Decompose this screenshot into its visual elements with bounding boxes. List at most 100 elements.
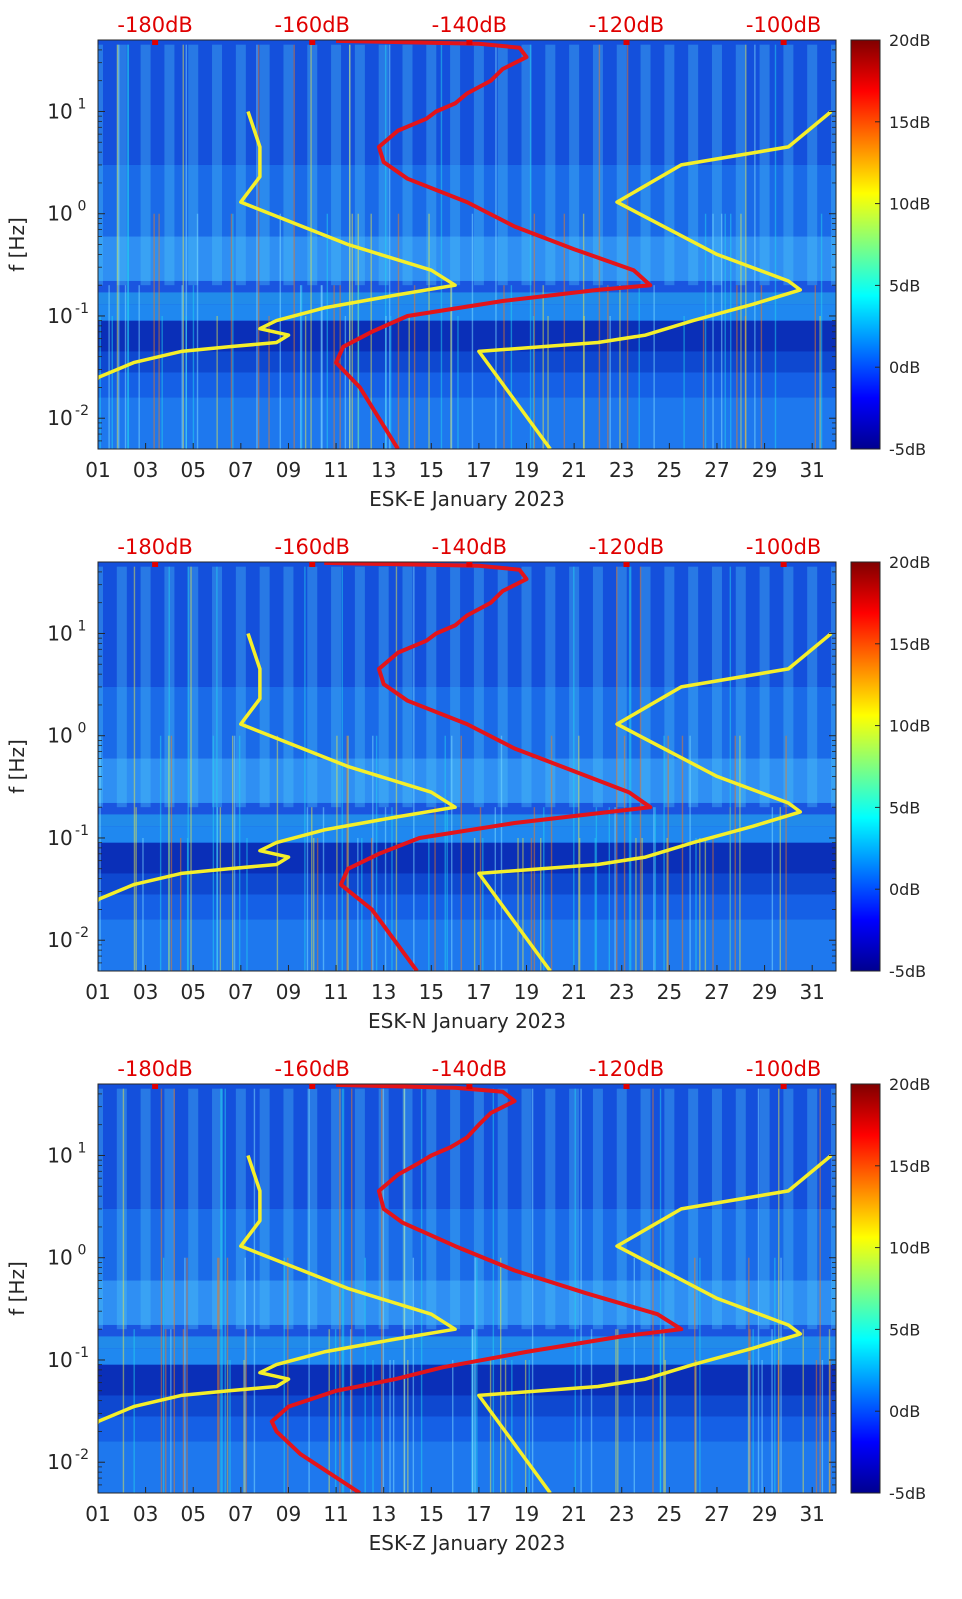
yellow-model-curve-2 bbox=[477, 110, 833, 449]
x-tick-label: 29 bbox=[752, 980, 777, 1004]
x-tick-label: 31 bbox=[799, 1502, 824, 1526]
top-db-label: -180dB bbox=[117, 535, 192, 559]
top-db-label: -180dB bbox=[117, 13, 192, 37]
x-tick-label: 05 bbox=[180, 1502, 205, 1526]
x-tick-label: 05 bbox=[180, 980, 205, 1004]
x-tick-label: 21 bbox=[561, 458, 586, 482]
red-psd-curve bbox=[269, 1084, 684, 1493]
x-axis-title: ESK-Z January 2023 bbox=[369, 1531, 566, 1555]
x-tick-label: 17 bbox=[466, 1502, 491, 1526]
x-tick-label: 19 bbox=[514, 458, 539, 482]
x-tick-label: 01 bbox=[85, 1502, 110, 1526]
y-tick-label: 10 bbox=[47, 202, 72, 226]
colorbar-tick-label: -5dB bbox=[889, 1484, 926, 1503]
colorbar-tick-label: 20dB bbox=[889, 553, 931, 572]
x-axis-title: ESK-E January 2023 bbox=[369, 487, 565, 511]
y-tick-exponent: 0 bbox=[78, 199, 87, 215]
y-tick-label: 10 bbox=[47, 724, 72, 748]
y-tick-exponent: 0 bbox=[78, 1243, 87, 1259]
colorbar-tick-label: 0dB bbox=[889, 1402, 920, 1421]
y-axis-title: f [Hz] bbox=[5, 217, 29, 272]
y-tick-exponent: -1 bbox=[75, 823, 89, 839]
top-db-label: -160dB bbox=[275, 1057, 350, 1081]
y-tick-label: 10 bbox=[47, 1450, 72, 1474]
x-tick-label: 11 bbox=[323, 980, 348, 1004]
top-db-label: -100dB bbox=[746, 535, 821, 559]
x-tick-label: 09 bbox=[276, 980, 301, 1004]
yellow-model-curve-1 bbox=[98, 1154, 457, 1426]
top-db-label: -140dB bbox=[432, 13, 507, 37]
y-tick-label: 10 bbox=[47, 406, 72, 430]
x-tick-label: 13 bbox=[371, 1502, 396, 1526]
x-tick-label: 07 bbox=[228, 1502, 253, 1526]
y-tick-exponent: -1 bbox=[75, 1345, 89, 1361]
y-tick-exponent: -1 bbox=[75, 301, 89, 317]
y-tick-label: 10 bbox=[47, 621, 72, 645]
colorbar-tick-label: 0dB bbox=[889, 358, 920, 377]
x-tick-label: 15 bbox=[419, 458, 444, 482]
colorbar-tick-label: 15dB bbox=[889, 635, 931, 654]
colorbar bbox=[850, 561, 881, 972]
x-tick-label: 13 bbox=[371, 980, 396, 1004]
top-db-label: -120dB bbox=[589, 1057, 664, 1081]
x-tick-label: 03 bbox=[133, 458, 158, 482]
top-db-label: -180dB bbox=[117, 1057, 192, 1081]
yellow-model-curve-2 bbox=[477, 632, 833, 971]
colorbar bbox=[850, 1083, 881, 1494]
top-db-label: -120dB bbox=[589, 13, 664, 37]
top-db-label: -100dB bbox=[746, 13, 821, 37]
yellow-model-curve-1 bbox=[98, 110, 457, 382]
x-tick-label: 21 bbox=[561, 980, 586, 1004]
red-psd-curve bbox=[334, 40, 653, 449]
y-tick-label: 10 bbox=[47, 304, 72, 328]
x-tick-label: 17 bbox=[466, 458, 491, 482]
y-axis-title: f [Hz] bbox=[5, 1261, 29, 1316]
top-db-label: -140dB bbox=[432, 1057, 507, 1081]
x-tick-label: 11 bbox=[323, 458, 348, 482]
colorbar-tick-label: -5dB bbox=[889, 440, 926, 459]
x-tick-label: 27 bbox=[704, 980, 729, 1004]
y-tick-label: 10 bbox=[47, 99, 72, 123]
x-tick-label: 21 bbox=[561, 1502, 586, 1526]
y-tick-label: 10 bbox=[47, 826, 72, 850]
x-tick-label: 03 bbox=[133, 980, 158, 1004]
x-tick-label: 29 bbox=[752, 1502, 777, 1526]
x-tick-label: 15 bbox=[419, 1502, 444, 1526]
colorbar-tick-label: 5dB bbox=[889, 1320, 920, 1339]
x-tick-label: 05 bbox=[180, 458, 205, 482]
x-tick-label: 23 bbox=[609, 980, 634, 1004]
x-tick-label: 03 bbox=[133, 1502, 158, 1526]
x-tick-label: 19 bbox=[514, 1502, 539, 1526]
spectrogram bbox=[98, 1084, 836, 1493]
x-tick-label: 07 bbox=[228, 458, 253, 482]
x-tick-label: 23 bbox=[609, 458, 634, 482]
spectrogram bbox=[98, 562, 836, 971]
colorbar-tick-label: 20dB bbox=[889, 1075, 931, 1094]
colorbar-tick-label: 10dB bbox=[889, 195, 931, 214]
colorbar-tick-label: 5dB bbox=[889, 276, 920, 295]
y-tick-label: 10 bbox=[47, 1143, 72, 1167]
x-tick-label: 13 bbox=[371, 458, 396, 482]
top-db-label: -120dB bbox=[589, 535, 664, 559]
x-axis-title: ESK-N January 2023 bbox=[368, 1009, 566, 1033]
colorbar-tick-label: 20dB bbox=[889, 31, 931, 50]
x-tick-label: 25 bbox=[657, 1502, 682, 1526]
x-tick-label: 01 bbox=[85, 980, 110, 1004]
colorbar-tick-label: 15dB bbox=[889, 1157, 931, 1176]
y-tick-label: 10 bbox=[47, 1348, 72, 1372]
top-db-label: -100dB bbox=[746, 1057, 821, 1081]
y-tick-exponent: -2 bbox=[75, 403, 89, 419]
colorbar-tick-label: -5dB bbox=[889, 962, 926, 981]
x-tick-label: 17 bbox=[466, 980, 491, 1004]
y-tick-exponent: 0 bbox=[78, 721, 87, 737]
top-db-label: -160dB bbox=[275, 13, 350, 37]
x-tick-label: 25 bbox=[657, 458, 682, 482]
x-tick-label: 27 bbox=[704, 1502, 729, 1526]
colorbar-tick-label: 10dB bbox=[889, 717, 931, 736]
y-tick-label: 10 bbox=[47, 928, 72, 952]
colorbar bbox=[850, 39, 881, 450]
yellow-model-curve-1 bbox=[98, 632, 457, 904]
